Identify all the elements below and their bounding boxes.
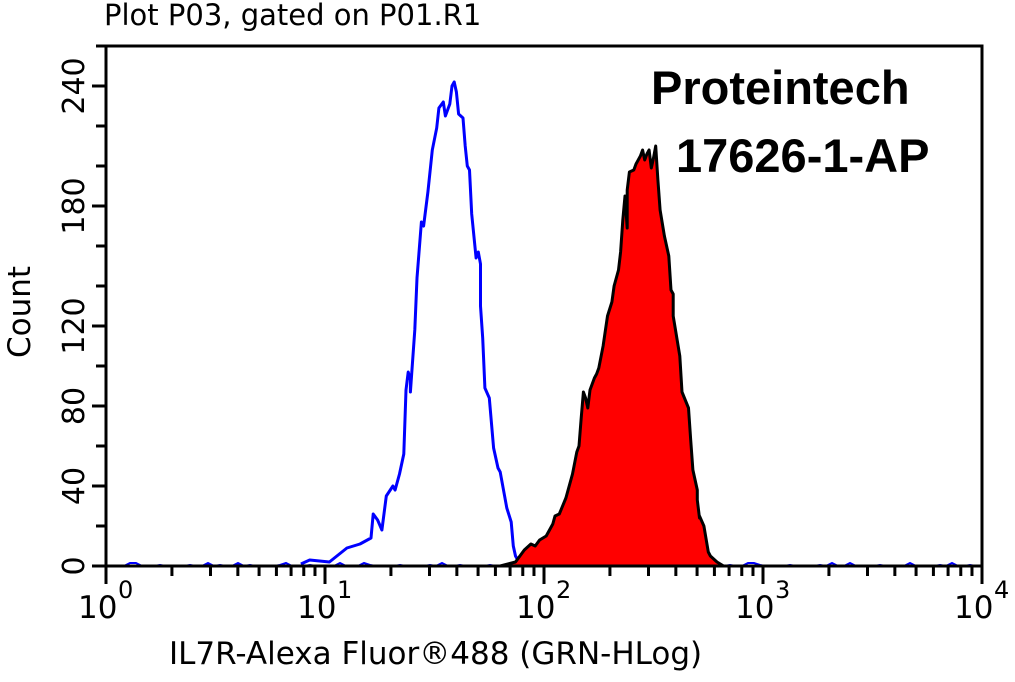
histogram-series — [106, 80, 982, 568]
y-tick-label: 0 — [57, 556, 92, 575]
x-tick-label: 10 — [735, 590, 774, 626]
plot-title: Plot P03, gated on P01.R1 — [104, 0, 482, 32]
antibody-histogram-outline — [499, 144, 742, 568]
y-tick-label: 120 — [57, 297, 92, 354]
x-tick-label: 10 — [78, 590, 117, 626]
y-tick-label: 40 — [57, 467, 92, 505]
x-tick-exponent: 4 — [994, 576, 1009, 604]
isotype-control-line — [300, 80, 540, 568]
x-tick-exponent: 1 — [337, 576, 352, 604]
x-tick-label: 10 — [954, 590, 993, 626]
x-tick-exponent: 3 — [775, 576, 790, 604]
x-axis-label: IL7R-Alexa Fluor®488 (GRN-HLog) — [169, 636, 703, 672]
x-tick-label: 10 — [297, 590, 336, 626]
x-tick-label: 10 — [516, 590, 555, 626]
y-tick-label: 240 — [57, 57, 92, 114]
brand-label: Proteintech — [651, 61, 910, 114]
plot-frame — [104, 44, 984, 568]
antibody-histogram-fill — [500, 146, 742, 566]
catalog-number-label: 17626-1-AP — [676, 129, 930, 182]
y-tick-label: 80 — [57, 387, 92, 425]
x-tick-exponent: 0 — [118, 576, 133, 604]
y-tick-label: 180 — [57, 177, 92, 234]
x-tick-exponent: 2 — [556, 576, 571, 604]
